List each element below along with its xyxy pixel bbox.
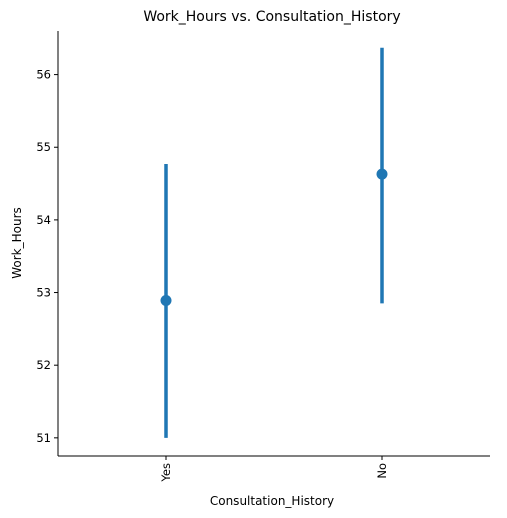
x-tick-label: No [375, 463, 389, 479]
data-point [377, 169, 388, 180]
y-tick-label: 54 [36, 213, 51, 227]
y-tick-label: 52 [36, 358, 51, 372]
y-tick-label: 56 [36, 68, 51, 82]
chart-title: Work_Hours vs. Consultation_History [143, 9, 400, 25]
y-tick-label: 55 [36, 140, 51, 154]
y-axis-label: Work_Hours [10, 207, 24, 279]
x-axis-label: Consultation_History [210, 494, 334, 508]
y-tick-label: 53 [36, 286, 51, 300]
x-tick-label: Yes [159, 463, 173, 483]
data-point [161, 295, 172, 306]
y-tick-label: 51 [36, 431, 51, 445]
data-marks [161, 48, 388, 438]
axes: 51 52 53 54 55 56 Yes No [36, 31, 490, 483]
